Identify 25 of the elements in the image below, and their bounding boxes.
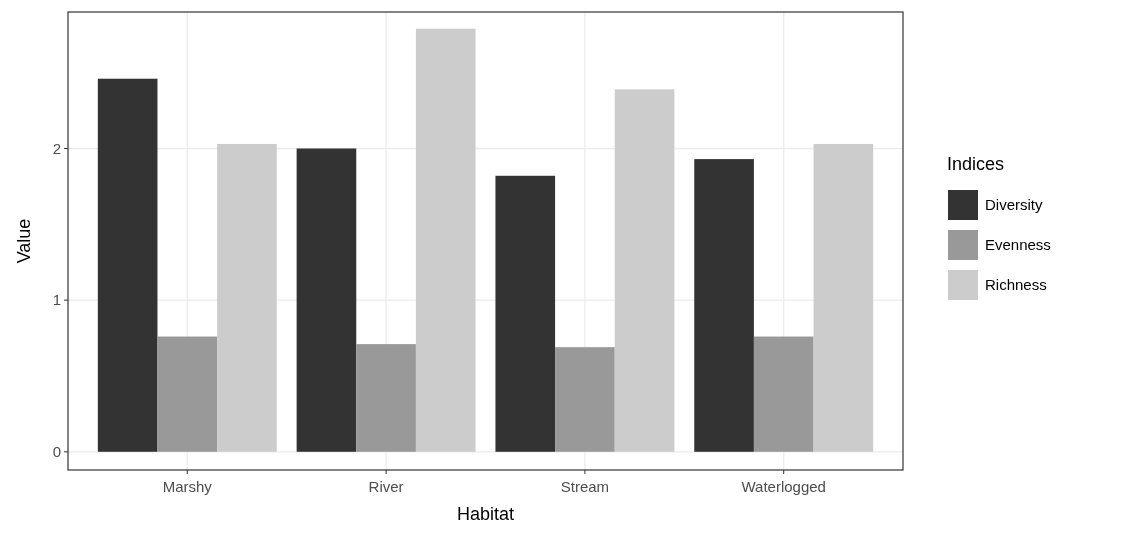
bar xyxy=(415,28,476,452)
legend-label: Evenness xyxy=(985,236,1051,254)
x-axis-title: Habitat xyxy=(456,504,515,524)
legend-label: Diversity xyxy=(985,196,1043,214)
legend-label: Richness xyxy=(985,276,1047,294)
bar xyxy=(97,78,158,452)
y-axis-title: Value xyxy=(14,218,34,264)
x-tick-label: Marshy xyxy=(162,478,213,495)
bar xyxy=(217,143,277,452)
bar xyxy=(614,89,675,452)
x-tick-label: River xyxy=(368,478,404,495)
bar xyxy=(753,336,814,452)
bar xyxy=(555,347,615,452)
y-tick-label: 0 xyxy=(52,443,61,461)
bar xyxy=(157,336,218,452)
x-tick-label: Stream xyxy=(560,478,610,495)
y-tick-label: 2 xyxy=(52,139,61,157)
bar xyxy=(356,344,416,452)
bar xyxy=(813,143,874,452)
bar xyxy=(694,159,754,452)
bar xyxy=(495,175,556,452)
bar xyxy=(296,148,357,452)
x-tick-label: Waterlogged xyxy=(741,478,826,495)
y-tick-label: 1 xyxy=(52,291,61,309)
legend-title: Indices xyxy=(947,154,1005,174)
